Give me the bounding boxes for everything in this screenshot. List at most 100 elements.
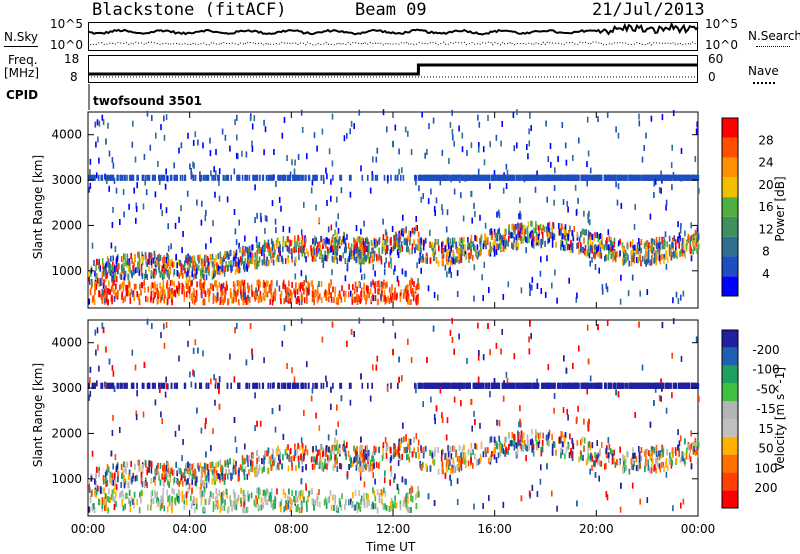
data-cell [107, 299, 109, 306]
data-cell [652, 247, 655, 254]
data-cell [446, 209, 449, 216]
data-cell [655, 174, 658, 181]
data-cell [444, 174, 446, 181]
data-cell [217, 174, 219, 181]
data-cell [688, 245, 691, 252]
data-cell [363, 273, 366, 280]
data-cell [163, 273, 165, 280]
data-cell [97, 174, 100, 181]
data-cell [256, 290, 258, 297]
data-cell [310, 187, 313, 194]
data-cell [668, 235, 671, 242]
data-cell [265, 280, 268, 287]
data-cell [251, 252, 254, 259]
data-cell [298, 299, 301, 306]
data-cell [94, 270, 96, 277]
data-cell [241, 279, 243, 286]
data-cell [615, 126, 617, 133]
data-cell [653, 257, 655, 264]
data-cell [129, 297, 132, 304]
data-cell [135, 206, 138, 213]
data-cell [330, 224, 333, 231]
data-cell [515, 234, 518, 241]
data-cell [94, 329, 97, 336]
data-cell [520, 227, 523, 234]
data-cell [300, 270, 303, 277]
data-cell [94, 121, 97, 128]
data-cell [124, 174, 126, 181]
data-cell [409, 230, 412, 237]
data-cell [101, 297, 104, 304]
data-cell [695, 128, 698, 135]
data-cell [285, 238, 288, 245]
data-cell [601, 288, 604, 295]
data-cell [331, 255, 334, 262]
data-cell [349, 247, 351, 254]
data-cell [151, 115, 153, 121]
data-cell [485, 174, 487, 181]
data-cell [133, 283, 136, 290]
data-cell [463, 236, 465, 243]
data-cell [352, 250, 355, 257]
data-cell [204, 215, 207, 222]
data-cell [274, 288, 276, 295]
data-cell [607, 174, 610, 181]
data-cell [478, 249, 481, 256]
data-cell [350, 290, 352, 297]
data-cell [110, 255, 112, 262]
data-cell [551, 241, 554, 248]
data-cell [440, 247, 443, 254]
data-cell [240, 292, 243, 299]
data-cell [503, 245, 505, 252]
data-cell [291, 291, 293, 298]
data-cell [121, 265, 124, 272]
data-cell [593, 252, 595, 259]
data-cell [312, 174, 314, 181]
data-cell [594, 232, 596, 239]
data-cell [160, 203, 162, 210]
data-cell [364, 250, 366, 257]
data-cell [491, 174, 493, 181]
data-cell [136, 266, 138, 273]
data-cell [235, 260, 237, 267]
data-cell [470, 142, 473, 149]
data-cell [312, 238, 314, 245]
data-cell [171, 299, 173, 306]
data-cell [604, 255, 606, 262]
data-cell [251, 244, 254, 251]
data-cell [630, 250, 633, 257]
data-cell [516, 174, 518, 181]
data-cell [477, 114, 479, 121]
data-cell [97, 136, 99, 143]
data-cell [205, 243, 207, 250]
data-cell [270, 288, 272, 295]
data-cell [411, 248, 413, 255]
data-cell [181, 174, 184, 181]
data-cell [146, 274, 148, 280]
data-cell [305, 286, 307, 293]
data-cell [401, 167, 403, 174]
data-cell [672, 297, 674, 304]
data-cell [132, 120, 134, 127]
data-cell [587, 230, 590, 237]
data-cell [644, 254, 647, 261]
data-cell [137, 261, 139, 268]
data-cell [489, 248, 491, 255]
data-cell [390, 247, 393, 254]
freq-top-tick: 18 [64, 52, 80, 66]
data-cell [241, 174, 244, 181]
data-cell [199, 171, 201, 178]
data-cell [536, 174, 539, 181]
data-cell [500, 174, 502, 181]
data-cell [575, 174, 577, 181]
data-cell [107, 122, 109, 129]
data-cell [356, 238, 358, 245]
data-cell [376, 281, 379, 287]
data-cell [599, 252, 601, 259]
data-cell [441, 204, 443, 211]
data-cell [303, 252, 306, 259]
data-cell [224, 291, 226, 298]
data-cell [405, 246, 408, 253]
data-cell [160, 269, 163, 276]
data-cell [498, 227, 500, 234]
